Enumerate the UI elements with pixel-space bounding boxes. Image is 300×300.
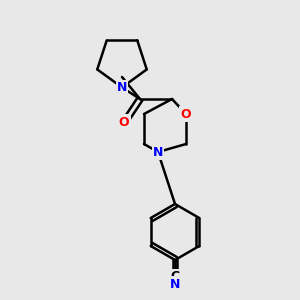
Text: C: C bbox=[170, 271, 180, 284]
Text: N: N bbox=[153, 146, 163, 158]
Text: N: N bbox=[117, 81, 127, 94]
Text: N: N bbox=[170, 278, 180, 290]
Text: O: O bbox=[181, 107, 191, 121]
Text: O: O bbox=[119, 116, 129, 128]
